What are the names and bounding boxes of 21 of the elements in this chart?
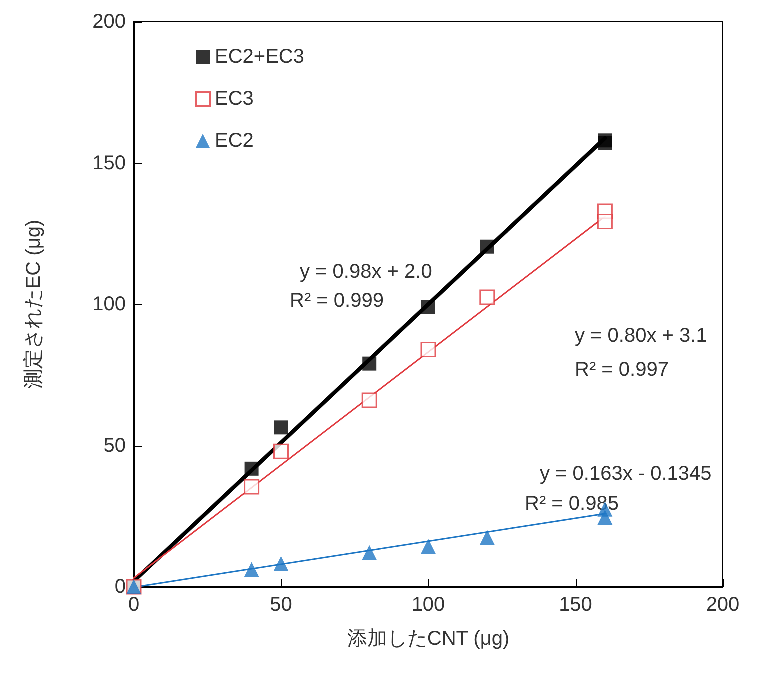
legend-label: EC2 [215, 130, 254, 152]
y-tick-label: 200 [92, 11, 126, 33]
x-tick-label: 50 [270, 594, 292, 616]
legend-label: EC2+EC3 [215, 46, 304, 68]
y-tick-label: 50 [104, 434, 126, 457]
x-tick-label: 100 [412, 594, 446, 616]
x-tick-label: 200 [706, 594, 740, 616]
annotation: R² = 0.997 [574, 359, 669, 381]
legend-label: EC3 [215, 88, 254, 110]
y-axis-title: 測定されたEC (μg) [23, 220, 45, 390]
annotation: y = 0.163x - 0.1345 [540, 463, 712, 485]
annotation: R² = 0.985 [524, 493, 619, 515]
annotation: R² = 0.999 [290, 290, 384, 312]
annotation: y = 0.80x + 3.1 [574, 325, 708, 347]
x-tick-label: 0 [128, 594, 140, 616]
y-tick-label: 150 [92, 152, 126, 174]
y-tick-label: 100 [92, 294, 126, 316]
x-tick-label: 150 [559, 594, 592, 616]
y-tick-label: 0 [114, 576, 126, 598]
x-axis-title: 添加したCNT (μg) [347, 628, 510, 650]
annotation: y = 0.98x + 2.0 [300, 261, 432, 283]
